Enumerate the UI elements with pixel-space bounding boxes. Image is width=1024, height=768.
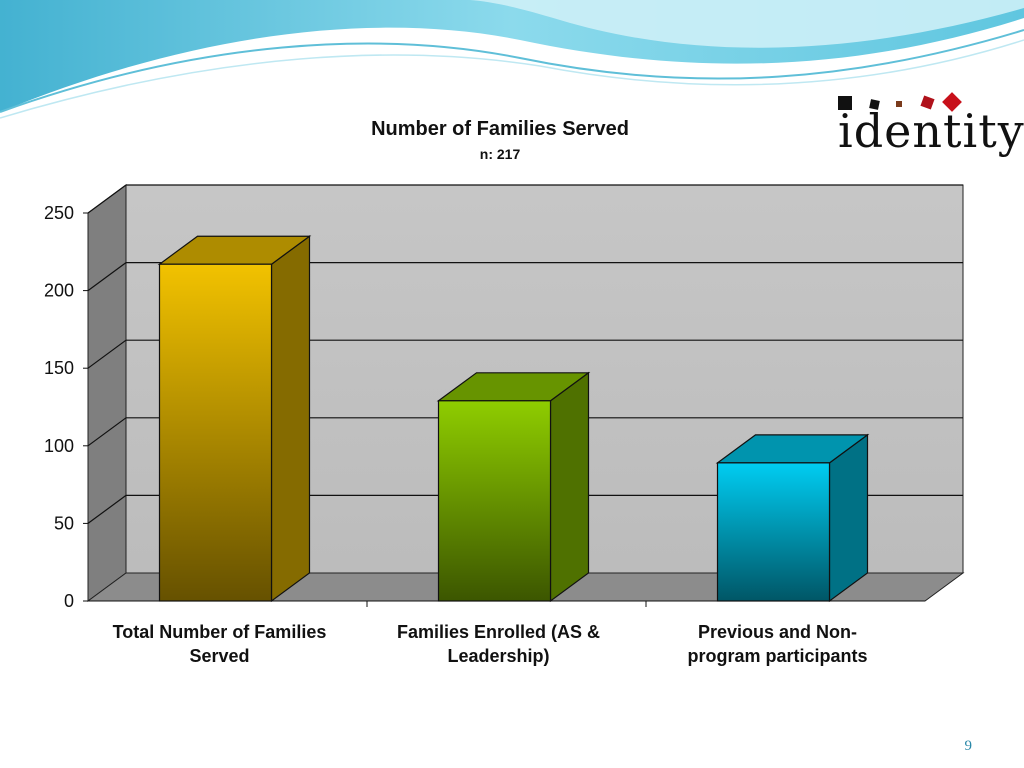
logo-wordmark: identity [838,104,1024,158]
y-tick-label: 100 [44,436,74,456]
gridline-side [87,494,127,524]
bar [715,433,870,603]
page-number: 9 [964,738,973,754]
chart-side-wall [87,184,127,602]
gridline-side [87,262,127,292]
header-wave-decoration [0,0,1024,119]
chart-title: Number of Families Served [371,118,629,140]
y-tick-label: 0 [64,591,74,611]
x-tick-label: Previous and Non-program participants [648,620,908,668]
bar-front [716,462,831,602]
y-tick-label: 150 [44,358,74,378]
bar-front [437,400,552,602]
identity-logo: identity [832,90,1024,168]
bar-side [549,371,590,603]
bar-side [828,433,869,603]
x-tick-label: Families Enrolled (AS & Leadership) [369,620,629,668]
chart-subtitle: n: 217 [479,146,521,162]
logo-square-black-large [838,96,852,110]
x-tick-label-line: Total Number of Families [112,622,327,642]
x-tick-label-line: Leadership) [447,646,550,666]
gridline-side [87,339,127,369]
x-tick-label-line: Served [189,646,250,666]
x-tick-label-line: Previous and Non- [697,622,858,642]
y-tick-label: 250 [44,203,74,223]
bar [436,371,591,603]
logo-square-brown [896,101,902,107]
x-tick-label-line: program participants [687,646,868,666]
gridline-side [87,417,127,447]
x-tick-label: Total Number of Families Served [90,620,350,668]
bar-front [158,263,273,602]
x-tick-label-line: Families Enrolled (AS & [396,622,601,642]
bar-side [270,235,311,603]
y-tick-label: 200 [44,281,74,301]
y-tick-label: 50 [54,513,74,533]
gridline-side [87,184,127,214]
bar [157,235,312,603]
